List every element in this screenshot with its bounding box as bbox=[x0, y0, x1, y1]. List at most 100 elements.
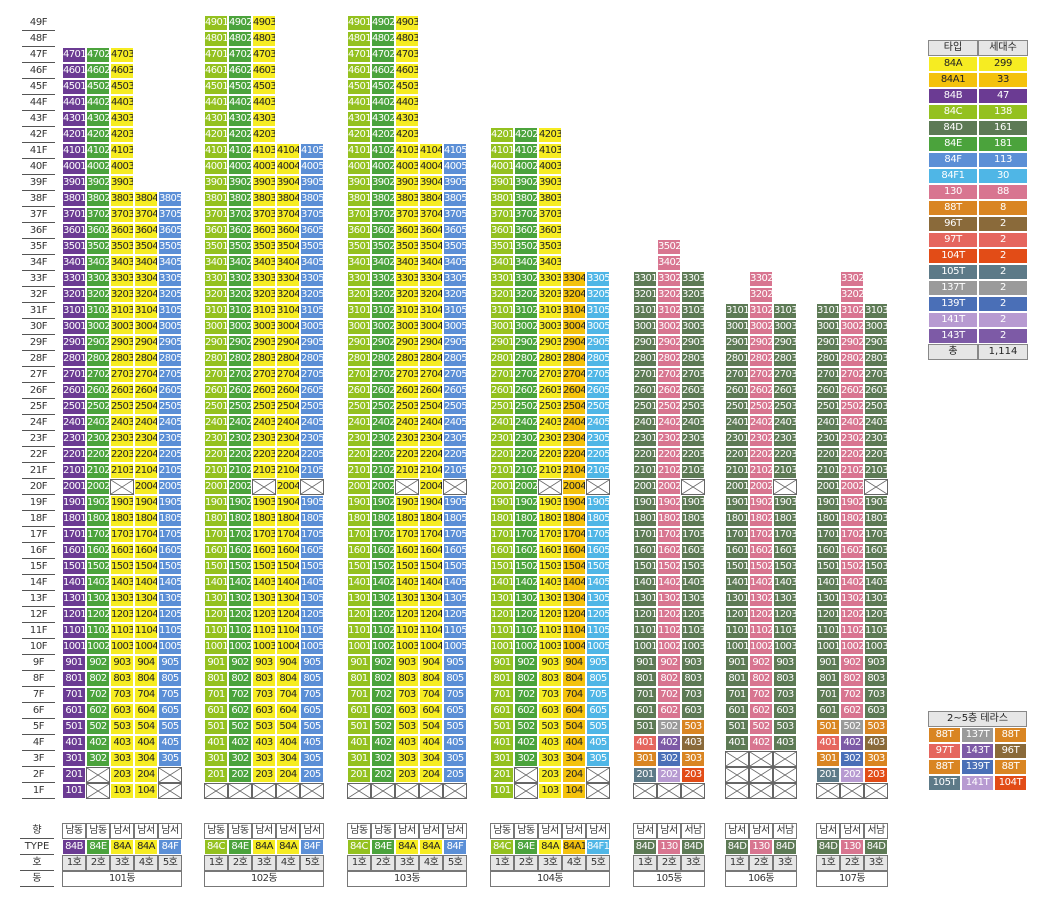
unit-cell[interactable]: 602 bbox=[657, 703, 681, 719]
unit-cell[interactable]: 4202 bbox=[514, 127, 538, 143]
unit-cell[interactable]: 3305 bbox=[158, 271, 182, 287]
unit-cell[interactable]: 1202 bbox=[228, 607, 252, 623]
unit-cell[interactable]: 3302 bbox=[749, 271, 773, 287]
unit-cell[interactable]: 2502 bbox=[228, 399, 252, 415]
unit-cell[interactable]: 3003 bbox=[773, 319, 797, 335]
unit-cell[interactable]: 4003 bbox=[110, 159, 134, 175]
unit-cell[interactable]: 1603 bbox=[252, 543, 276, 559]
unit-cell[interactable]: 2601 bbox=[204, 383, 228, 399]
unit-cell[interactable]: 702 bbox=[228, 687, 252, 703]
unit-cell[interactable]: 2602 bbox=[749, 383, 773, 399]
unit-cell[interactable]: 1001 bbox=[816, 639, 840, 655]
unit-cell[interactable]: 1305 bbox=[443, 591, 467, 607]
unit-cell[interactable]: 3301 bbox=[490, 271, 514, 287]
unit-cell[interactable]: 1004 bbox=[419, 639, 443, 655]
unit-cell[interactable]: 3004 bbox=[134, 319, 158, 335]
unit-cell[interactable]: 603 bbox=[395, 703, 419, 719]
unit-cell[interactable]: 3505 bbox=[158, 239, 182, 255]
unit-cell[interactable]: 2502 bbox=[840, 399, 864, 415]
unit-cell[interactable]: 1802 bbox=[749, 511, 773, 527]
unit-cell[interactable]: 2504 bbox=[276, 399, 300, 415]
unit-cell[interactable]: 2905 bbox=[586, 335, 610, 351]
unit-cell[interactable]: 405 bbox=[300, 735, 324, 751]
unit-cell[interactable]: 1702 bbox=[228, 527, 252, 543]
unit-cell[interactable]: 1204 bbox=[562, 607, 586, 623]
unit-cell[interactable]: 2503 bbox=[681, 399, 705, 415]
unit-cell[interactable]: 1801 bbox=[204, 511, 228, 527]
unit-cell[interactable]: 803 bbox=[538, 671, 562, 687]
unit-cell[interactable]: 4402 bbox=[228, 95, 252, 111]
unit-cell[interactable]: 1102 bbox=[86, 623, 110, 639]
unit-cell[interactable]: 902 bbox=[371, 655, 395, 671]
unit-cell[interactable]: 3201 bbox=[204, 287, 228, 303]
unit-cell[interactable]: 3705 bbox=[443, 207, 467, 223]
unit-cell[interactable]: 2403 bbox=[538, 415, 562, 431]
unit-cell[interactable]: 3505 bbox=[300, 239, 324, 255]
unit-cell[interactable]: 1304 bbox=[419, 591, 443, 607]
unit-cell[interactable]: 3505 bbox=[443, 239, 467, 255]
unit-cell[interactable]: 2103 bbox=[864, 463, 888, 479]
unit-cell[interactable]: 2403 bbox=[110, 415, 134, 431]
unit-cell[interactable]: 1203 bbox=[773, 607, 797, 623]
unit-cell[interactable]: 1504 bbox=[562, 559, 586, 575]
unit-cell[interactable]: 1505 bbox=[586, 559, 610, 575]
unit-cell[interactable]: 2601 bbox=[347, 383, 371, 399]
unit-cell[interactable]: 4203 bbox=[538, 127, 562, 143]
unit-cell[interactable]: 703 bbox=[681, 687, 705, 703]
unit-cell[interactable]: 1503 bbox=[864, 559, 888, 575]
unit-cell[interactable]: 4603 bbox=[252, 63, 276, 79]
unit-cell[interactable]: 4104 bbox=[276, 143, 300, 159]
unit-cell[interactable]: 1004 bbox=[134, 639, 158, 655]
unit-cell[interactable]: 3702 bbox=[371, 207, 395, 223]
unit-cell[interactable]: 802 bbox=[228, 671, 252, 687]
unit-cell[interactable]: 602 bbox=[371, 703, 395, 719]
unit-cell[interactable]: 405 bbox=[586, 735, 610, 751]
unit-cell[interactable]: 3304 bbox=[562, 271, 586, 287]
unit-cell[interactable]: 2004 bbox=[562, 479, 586, 495]
unit-cell[interactable]: 3203 bbox=[538, 287, 562, 303]
unit-cell[interactable]: 603 bbox=[773, 703, 797, 719]
unit-cell[interactable]: 1504 bbox=[276, 559, 300, 575]
unit-cell[interactable]: 2103 bbox=[681, 463, 705, 479]
unit-cell[interactable]: 4402 bbox=[86, 95, 110, 111]
unit-cell[interactable]: 1303 bbox=[395, 591, 419, 607]
unit-cell[interactable]: 2701 bbox=[490, 367, 514, 383]
unit-cell[interactable]: 3804 bbox=[134, 191, 158, 207]
unit-cell[interactable]: 2501 bbox=[62, 399, 86, 415]
unit-cell[interactable]: 203 bbox=[538, 767, 562, 783]
unit-cell[interactable]: 801 bbox=[816, 671, 840, 687]
unit-cell[interactable]: 1101 bbox=[490, 623, 514, 639]
unit-cell[interactable]: 1505 bbox=[158, 559, 182, 575]
unit-cell[interactable]: 3202 bbox=[228, 287, 252, 303]
unit-cell[interactable]: 803 bbox=[395, 671, 419, 687]
unit-cell[interactable]: 603 bbox=[110, 703, 134, 719]
unit-cell[interactable]: 1903 bbox=[395, 495, 419, 511]
unit-cell[interactable]: 4105 bbox=[300, 143, 324, 159]
unit-cell[interactable]: 202 bbox=[371, 767, 395, 783]
unit-cell[interactable]: 1102 bbox=[371, 623, 395, 639]
unit-cell[interactable]: 2701 bbox=[816, 367, 840, 383]
unit-cell[interactable]: 701 bbox=[347, 687, 371, 703]
unit-cell[interactable]: 1105 bbox=[443, 623, 467, 639]
unit-cell[interactable]: 2202 bbox=[840, 447, 864, 463]
unit-cell[interactable]: 202 bbox=[840, 767, 864, 783]
unit-cell[interactable]: 2903 bbox=[773, 335, 797, 351]
unit-cell[interactable]: 2002 bbox=[657, 479, 681, 495]
unit-cell[interactable]: 1502 bbox=[228, 559, 252, 575]
unit-cell[interactable]: 1602 bbox=[86, 543, 110, 559]
unit-cell[interactable]: 1201 bbox=[490, 607, 514, 623]
unit-cell[interactable]: 2205 bbox=[158, 447, 182, 463]
unit-cell[interactable]: 3704 bbox=[276, 207, 300, 223]
unit-cell[interactable]: 2902 bbox=[86, 335, 110, 351]
unit-cell[interactable]: 2503 bbox=[538, 399, 562, 415]
unit-cell[interactable]: 3805 bbox=[158, 191, 182, 207]
unit-cell[interactable]: 2002 bbox=[514, 479, 538, 495]
unit-cell[interactable]: 1604 bbox=[562, 543, 586, 559]
unit-cell[interactable]: 1803 bbox=[864, 511, 888, 527]
unit-cell[interactable]: 4503 bbox=[395, 79, 419, 95]
unit-cell[interactable]: 2205 bbox=[443, 447, 467, 463]
unit-cell[interactable]: 4101 bbox=[490, 143, 514, 159]
unit-cell[interactable]: 503 bbox=[252, 719, 276, 735]
unit-cell[interactable]: 803 bbox=[681, 671, 705, 687]
unit-cell[interactable]: 2101 bbox=[62, 463, 86, 479]
